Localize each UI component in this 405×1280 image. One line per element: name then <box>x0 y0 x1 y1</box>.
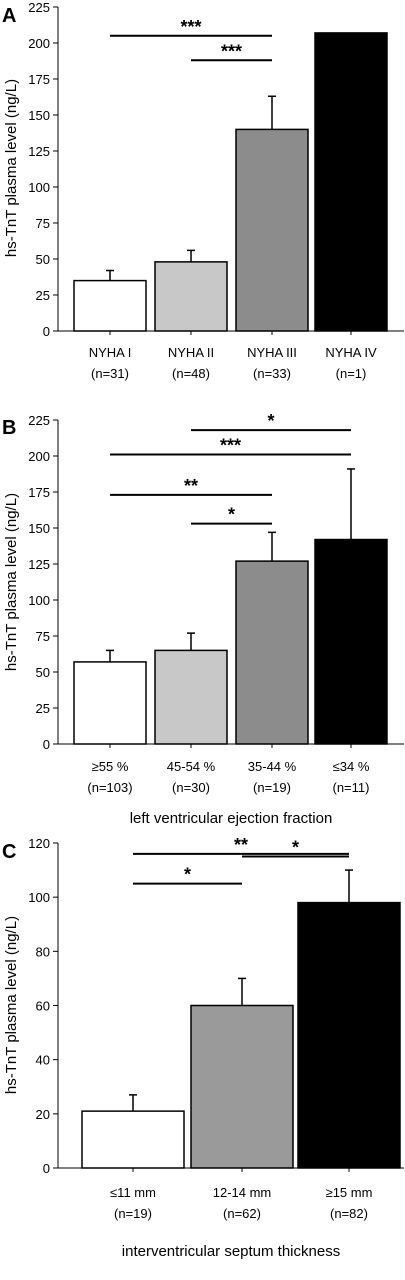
bar <box>81 1110 185 1169</box>
panel-label: C <box>2 841 16 863</box>
y-tick-label: 125 <box>28 557 50 572</box>
x-category-label: NYHA II <box>168 345 214 360</box>
x-axis-title: left ventricular ejection fraction <box>130 810 333 827</box>
x-category-label: NYHA IV <box>325 345 377 360</box>
x-category-count: (n=33) <box>253 366 291 381</box>
y-tick-label: 125 <box>28 144 50 159</box>
bar <box>235 560 309 745</box>
y-tick-label: 0 <box>43 737 50 752</box>
y-tick-label: 225 <box>28 413 50 428</box>
x-category-count: (n=62) <box>223 1206 261 1221</box>
significance-label: ** <box>184 476 198 496</box>
bar <box>297 901 401 1169</box>
y-tick-label: 150 <box>28 521 50 536</box>
y-tick-label: 100 <box>28 890 50 905</box>
y-tick-label: 80 <box>36 944 50 959</box>
y-tick-label: 100 <box>28 593 50 608</box>
bar <box>73 279 147 332</box>
y-tick-label: 0 <box>43 324 50 339</box>
x-category-label: ≥55 % <box>92 759 129 774</box>
x-category-label: ≥15 mm <box>326 1185 373 1200</box>
x-category-label: 45-54 % <box>167 759 216 774</box>
x-category-label: NYHA III <box>247 345 297 360</box>
bar <box>154 261 228 332</box>
x-category-label: NYHA I <box>89 345 132 360</box>
y-tick-label: 20 <box>36 1107 50 1122</box>
y-tick-label: 40 <box>36 1053 50 1068</box>
y-tick-label: 60 <box>36 999 50 1014</box>
y-tick-label: 150 <box>28 108 50 123</box>
y-tick-label: 0 <box>43 1161 50 1176</box>
bar <box>190 1004 294 1169</box>
x-category-count: (n=19) <box>114 1206 152 1221</box>
bar <box>154 649 228 745</box>
x-axis-title: interventricular septum thickness <box>122 1243 340 1260</box>
bar <box>235 128 309 332</box>
x-category-count: (n=19) <box>253 780 291 795</box>
x-category-label: 35-44 % <box>248 759 297 774</box>
x-category-count: (n=11) <box>333 780 370 795</box>
x-category-count: (n=48) <box>172 366 210 381</box>
y-tick-label: 75 <box>36 216 50 231</box>
y-tick-label: 75 <box>36 629 50 644</box>
x-category-count: (n=82) <box>330 1206 368 1221</box>
y-tick-label: 200 <box>28 449 50 464</box>
y-tick-label: 200 <box>28 36 50 51</box>
x-category-label: ≤34 % <box>333 759 370 774</box>
significance-label: * <box>184 865 191 885</box>
y-tick-label: 175 <box>28 72 50 87</box>
y-tick-label: 25 <box>36 701 50 716</box>
y-tick-label: 225 <box>28 0 50 15</box>
significance-label: * <box>228 505 235 525</box>
x-category-count: (n=1) <box>336 366 367 381</box>
y-tick-label: 50 <box>36 665 50 680</box>
significance-label: * <box>292 838 299 858</box>
x-category-count: (n=31) <box>91 366 129 381</box>
bar <box>73 661 147 745</box>
y-tick-label: 50 <box>36 252 50 267</box>
x-category-label: ≤11 mm <box>110 1185 156 1200</box>
significance-label: * <box>267 411 274 431</box>
significance-label: *** <box>220 436 241 456</box>
y-tick-label: 100 <box>28 180 50 195</box>
significance-label: ** <box>234 835 248 855</box>
significance-label: *** <box>221 41 242 61</box>
y-axis-title: hs-TnT plasma level (ng/L) <box>3 493 20 671</box>
x-category-label: 12-14 mm <box>213 1185 272 1200</box>
y-tick-label: 175 <box>28 485 50 500</box>
x-category-count: (n=30) <box>172 780 210 795</box>
y-tick-label: 120 <box>28 836 50 851</box>
panel-label: A <box>2 5 16 27</box>
chart-panel-a: Ahs-TnT plasma level (ng/L) 0 25 50 75 100 125… <box>2 0 404 381</box>
bar <box>314 32 388 332</box>
panel-label: B <box>2 417 16 439</box>
y-axis-title: hs-TnT plasma level (ng/L) <box>3 79 20 257</box>
significance-label: *** <box>180 17 201 37</box>
y-axis-title: hs-TnT plasma level (ng/L) <box>3 916 20 1094</box>
bar <box>314 538 388 745</box>
x-category-count: (n=103) <box>87 780 132 795</box>
chart-panel-c: Chs-TnT plasma level (ng/L) 0 20 40 60 80 100 1… <box>2 835 404 1260</box>
chart-panel-b: Bhs-TnT plasma level (ng/L) 0 25 50 75 100 125… <box>2 411 404 827</box>
y-tick-label: 25 <box>36 288 50 303</box>
